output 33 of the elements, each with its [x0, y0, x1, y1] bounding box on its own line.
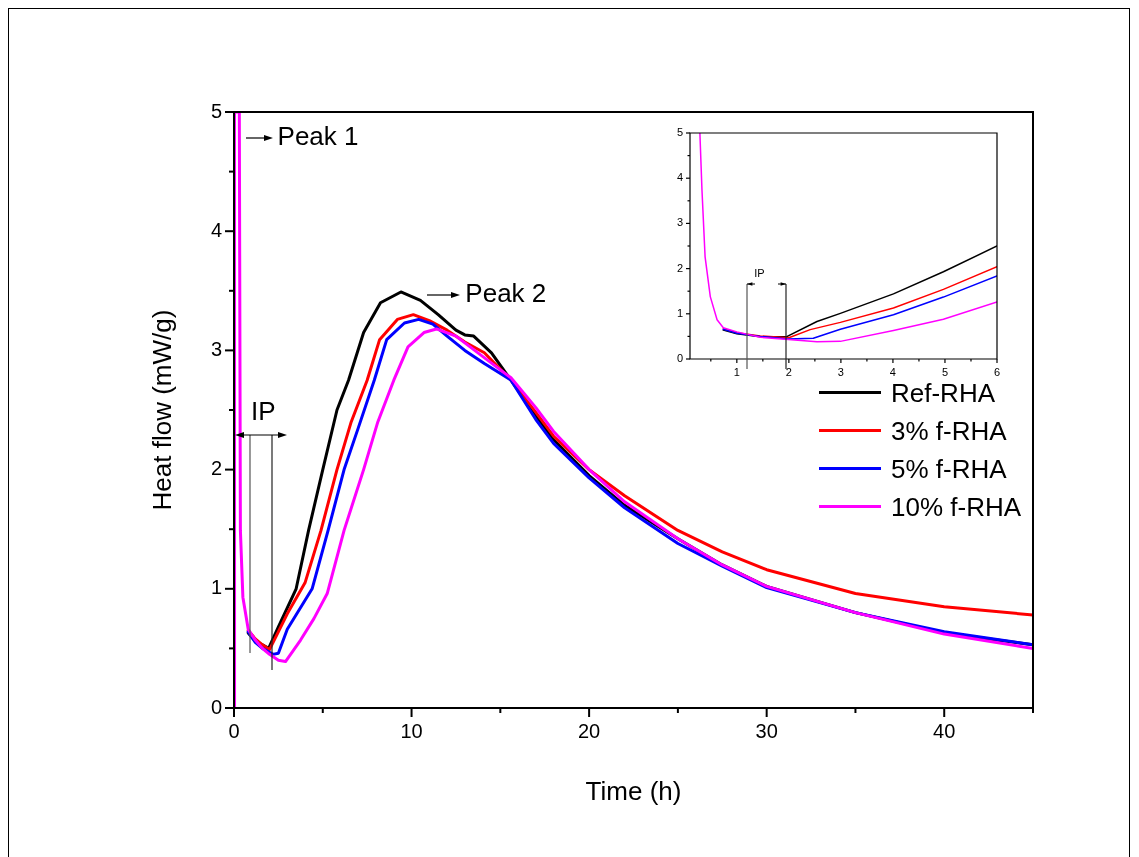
y-tick-label: 3 — [676, 216, 683, 229]
x-axis-title: Time (h) — [585, 775, 682, 806]
annotation: Peak 2 — [465, 278, 547, 309]
x-tick-label: 6 — [993, 365, 1001, 378]
y-tick-label: 0 — [210, 695, 222, 718]
legend-label: Ref-RHA — [891, 377, 996, 408]
y-tick-label: 5 — [676, 126, 683, 139]
legend-label: 3% f-RHA — [891, 414, 1007, 448]
y-tick-label: 5 — [210, 99, 222, 122]
legend-label: 5% f-RHA — [891, 452, 1007, 486]
legend-label: 10% f-RHA — [891, 490, 1022, 524]
y-tick-label: 4 — [210, 218, 222, 241]
y-axis-title: Heat flow (mW/g) — [146, 309, 177, 511]
x-tick-label: 3 — [837, 365, 844, 378]
y-tick-label: 1 — [210, 576, 222, 599]
x-tick-label: 0 — [228, 719, 240, 742]
annotation: Peak 1 — [277, 121, 359, 152]
x-tick-label: 10 — [400, 719, 423, 742]
y-tick-label: 1 — [676, 306, 683, 319]
y-tick-label: 2 — [210, 457, 222, 480]
y-tick-label: 2 — [676, 261, 683, 274]
y-tick-label: 0 — [676, 352, 683, 365]
annotation: IP — [754, 267, 765, 280]
x-tick-label: 1 — [733, 365, 740, 378]
x-tick-label: 40 — [933, 719, 956, 742]
x-tick-label: 30 — [755, 719, 778, 742]
x-tick-label: 20 — [577, 719, 601, 742]
annotation: IP — [251, 396, 276, 427]
x-tick-label: 2 — [785, 365, 792, 378]
x-tick-label: 4 — [889, 365, 896, 378]
y-tick-label: 3 — [210, 337, 222, 360]
y-tick-label: 4 — [676, 171, 683, 184]
x-tick-label: 5 — [941, 365, 949, 378]
